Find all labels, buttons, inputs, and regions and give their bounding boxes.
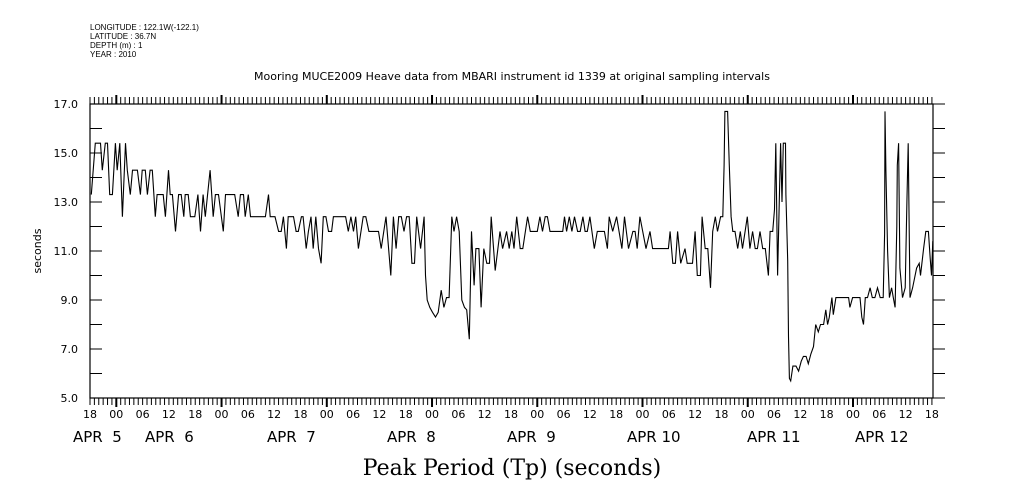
year-label: YEAR : 2010 (90, 50, 137, 59)
y-tick-label: 17.0 (54, 98, 79, 111)
y-axis-label: seconds (31, 228, 44, 273)
x-tick-label: 00 (425, 408, 439, 421)
x-tick-label: 06 (241, 408, 255, 421)
x-tick-label: 12 (793, 408, 807, 421)
x-tick-label: 12 (899, 408, 913, 421)
x-tick-label: 00 (636, 408, 650, 421)
x-tick-label: 06 (136, 408, 150, 421)
x-tick-label: 00 (741, 408, 755, 421)
latitude-label: LATITUDE : 36.7N (90, 32, 156, 41)
longitude-label: LONGITUDE : 122.1W(-122.1) (90, 23, 199, 32)
x-tick-label: 18 (504, 408, 518, 421)
date-label: APR 7 (267, 428, 316, 446)
x-tick-label: 18 (293, 408, 307, 421)
date-label: APR 11 (747, 428, 801, 446)
date-label: APR 6 (145, 428, 194, 446)
x-tick-label: 06 (557, 408, 571, 421)
x-tick-label: 00 (530, 408, 544, 421)
x-tick-label: 18 (188, 408, 202, 421)
x-tick-label: 12 (267, 408, 281, 421)
x-tick-label: 12 (688, 408, 702, 421)
x-tick-label: 00 (320, 408, 334, 421)
y-tick-label: 13.0 (54, 196, 79, 209)
x-tick-label: 18 (609, 408, 623, 421)
depth-label: DEPTH (m) : 1 (90, 41, 143, 50)
x-tick-label: 12 (478, 408, 492, 421)
date-label: APR 8 (387, 428, 436, 446)
date-label: APR 9 (507, 428, 556, 446)
x-axis-label: Peak Period (Tp) (seconds) (363, 456, 661, 481)
x-tick-label: 00 (215, 408, 229, 421)
series-line (90, 110, 934, 383)
axes: 18 00 06 12 18 00 06 12 18 00 06 12 18 00 06 12 18 00 06 12… (54, 95, 945, 446)
x-tick-label: 00 (846, 408, 860, 421)
chart-title: Mooring MUCE2009 Heave data from MBARI i… (254, 70, 770, 83)
x-tick-label: 18 (925, 408, 939, 421)
y-tick-label: 5.0 (61, 392, 79, 405)
date-label: APR 5 (73, 428, 122, 446)
series-group (90, 110, 934, 383)
y-tick-label: 11.0 (54, 245, 79, 258)
y-tick-label: 9.0 (61, 294, 79, 307)
x-tick-label: 12 (583, 408, 597, 421)
plot-frame (89, 103, 934, 399)
x-tick-label: 06 (451, 408, 465, 421)
x-tick-label: 12 (162, 408, 176, 421)
date-label: APR 10 (627, 428, 681, 446)
x-tick-label: 18 (714, 408, 728, 421)
x-tick-label: 00 (109, 408, 123, 421)
y-tick-label: 15.0 (54, 147, 79, 160)
date-label: APR 12 (855, 428, 909, 446)
x-tick-label: 18 (399, 408, 413, 421)
x-tick-label: 18 (820, 408, 834, 421)
y-tick-label: 7.0 (61, 343, 79, 356)
x-tick-label: 06 (662, 408, 676, 421)
x-tick-label: 18 (83, 408, 97, 421)
x-tick-label: 06 (767, 408, 781, 421)
x-tick-label: 12 (372, 408, 386, 421)
x-tick-label: 06 (872, 408, 886, 421)
x-tick-label: 06 (346, 408, 360, 421)
